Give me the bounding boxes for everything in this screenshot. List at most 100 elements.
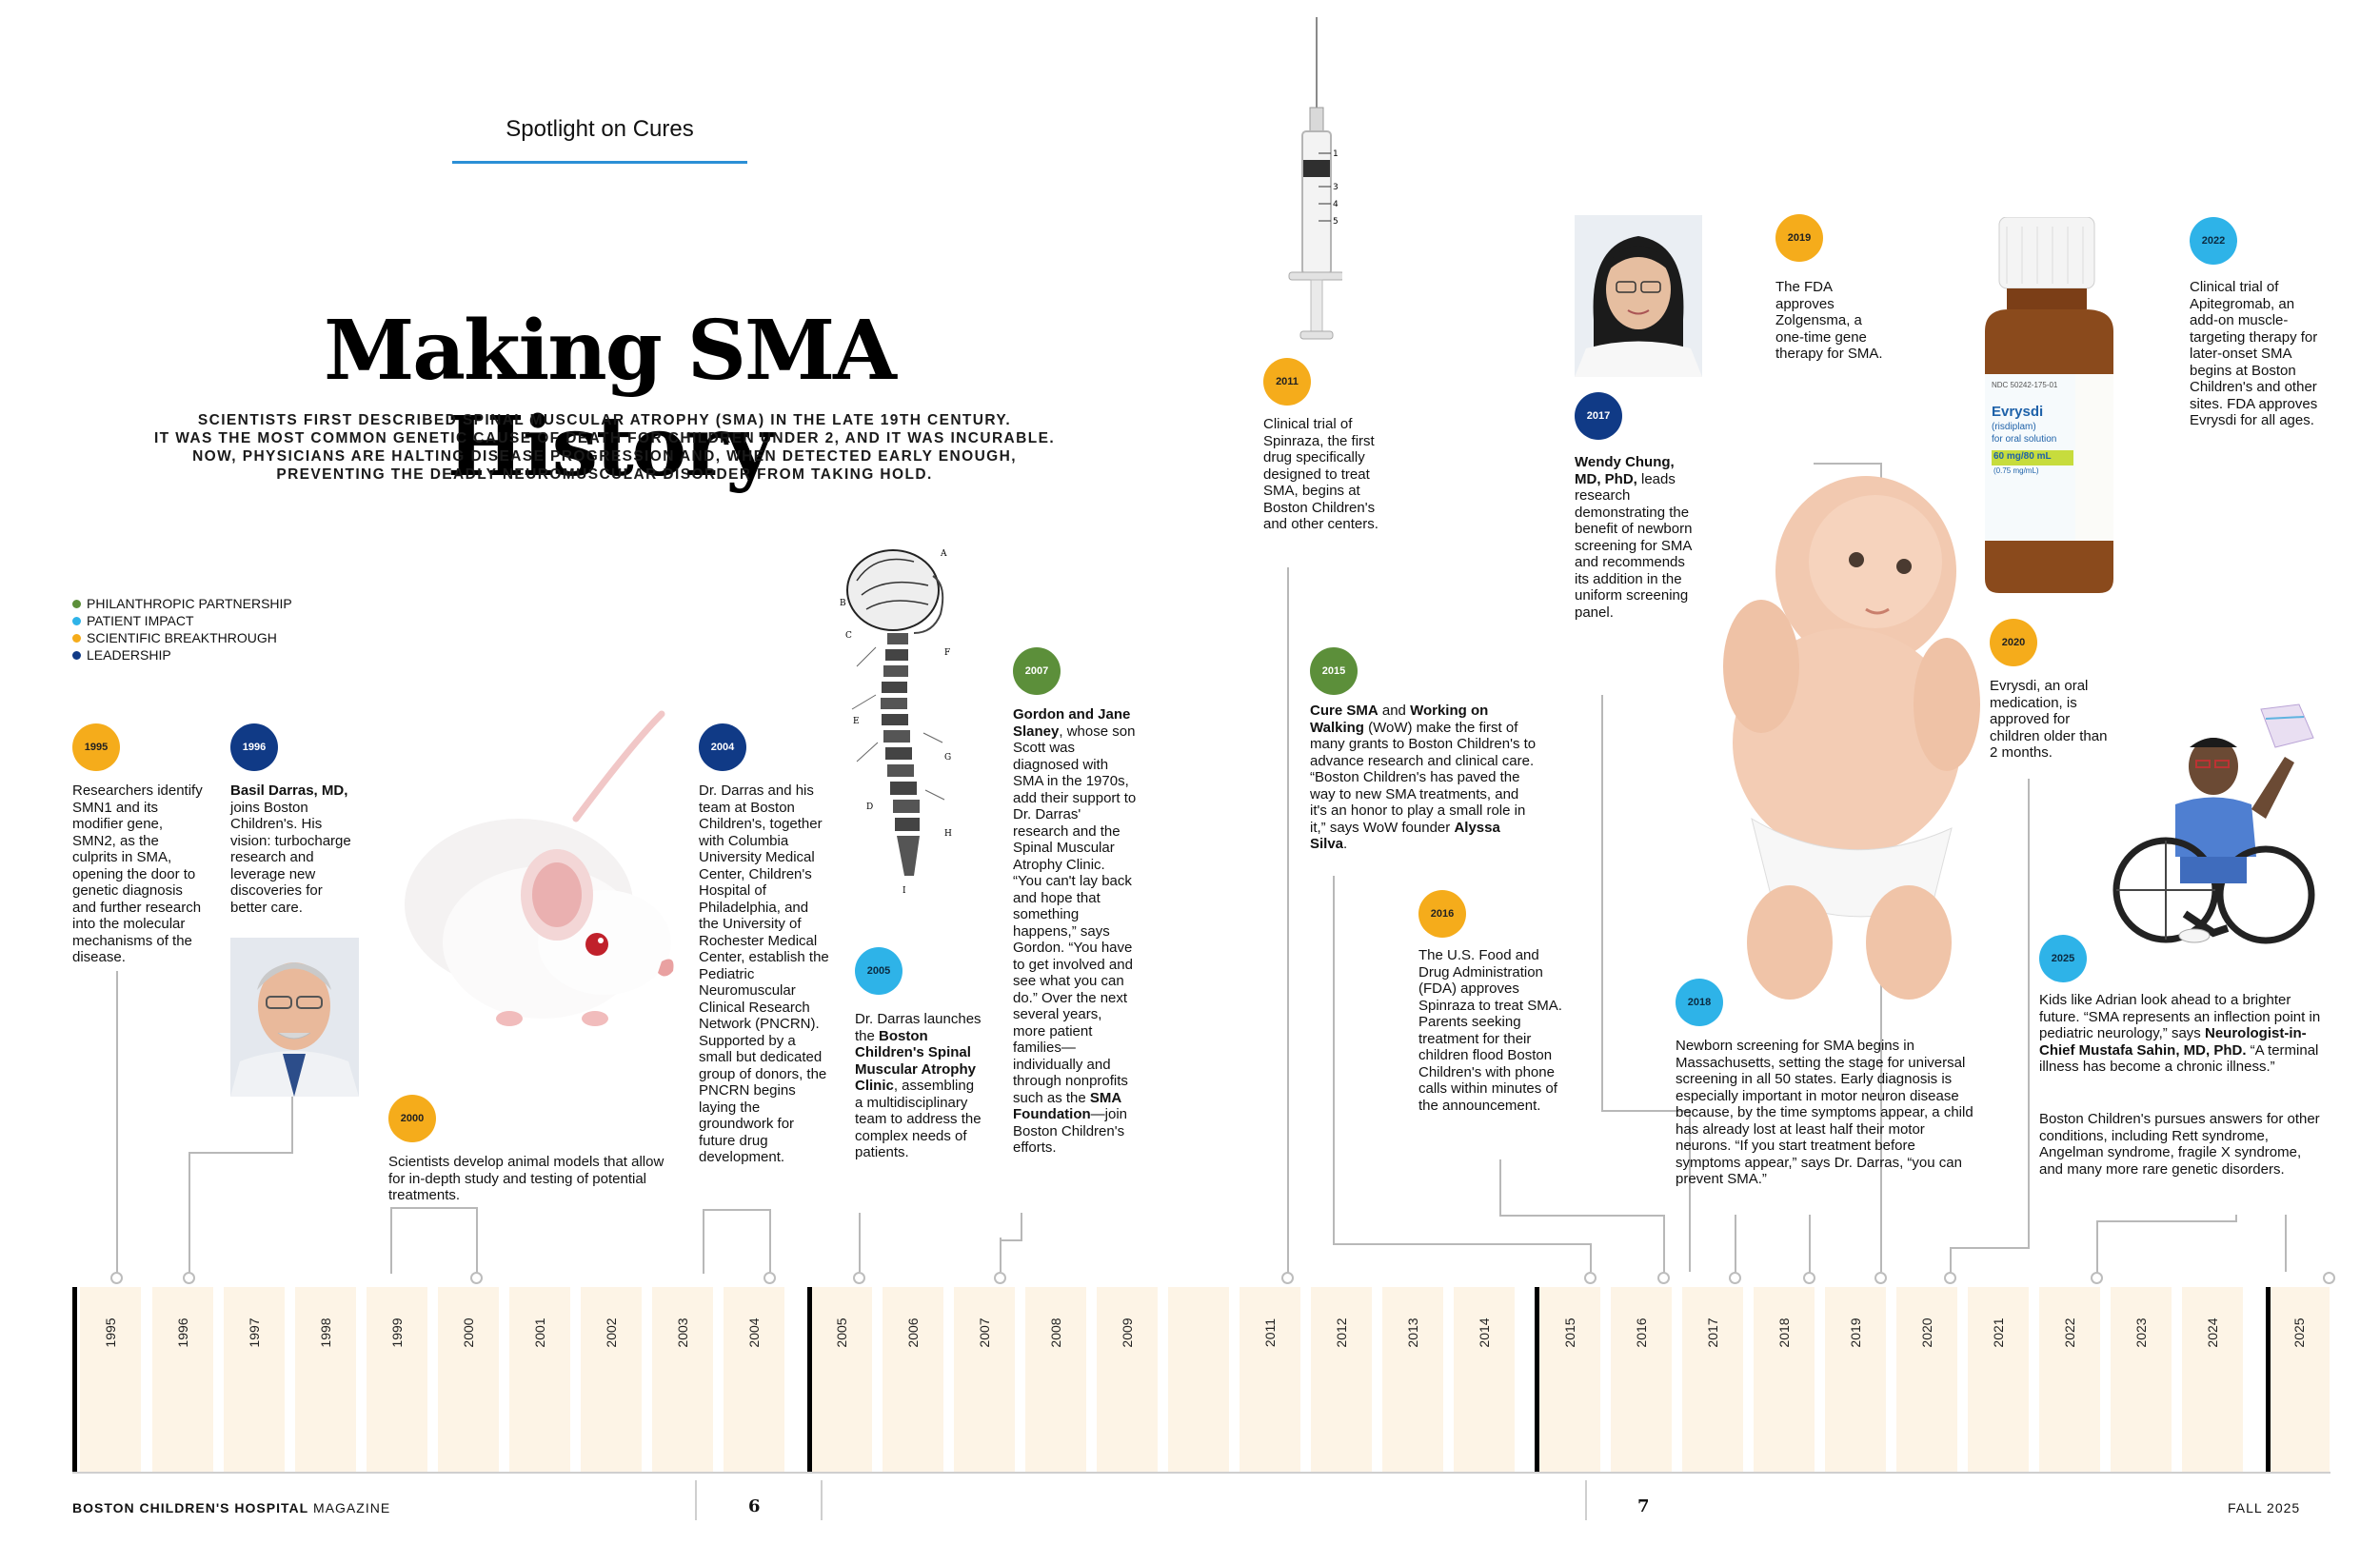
timeline-cell <box>2111 1287 2172 1472</box>
year-badge-1995: 1995 <box>72 723 120 771</box>
timeline-year-label: 1997 <box>245 1306 264 1363</box>
timeline-tick <box>2323 1272 2335 1284</box>
page-number-right: 7 <box>1637 1496 1650 1516</box>
connector-2016b <box>1663 1215 1665 1274</box>
legend-label: PATIENT IMPACT <box>87 613 194 628</box>
timeline-year-text: 2014 <box>1477 1317 1492 1348</box>
year-badge-2025: 2025 <box>2039 935 2087 982</box>
footer-rule-right <box>1585 1480 1587 1520</box>
timeline-year-label: 2020 <box>1917 1306 1936 1363</box>
timeline-year-text: 2013 <box>1405 1317 1420 1348</box>
timeline-year-label: 2018 <box>1775 1306 1794 1363</box>
intro-line4: PREVENTING THE DEADLY NEUROMUSCULAR DISO… <box>276 466 933 483</box>
year-badge-2007: 2007 <box>1013 647 1061 695</box>
timeline-year-text: 1998 <box>318 1317 333 1348</box>
event-text-2025-extra: Boston Children's pursues answers for ot… <box>2039 1111 2320 1178</box>
event-bold: Neurologist-in-Chief Mustafa Sahin, MD, … <box>2039 1025 2307 1059</box>
year-badge-2004: 2004 <box>699 723 746 771</box>
event-body-end: “A terminal illness has become a chronic… <box>2039 1041 2319 1076</box>
timeline-cell <box>295 1287 356 1472</box>
connector-2015 <box>1333 876 1592 1245</box>
timeline-year-text: 2023 <box>2133 1317 2149 1348</box>
intro-line1-pre: SCIENTISTS FIRST DESCRIBED <box>197 412 463 428</box>
timeline-year-text: 2021 <box>1991 1317 2006 1348</box>
timeline-year-label: 2013 <box>1403 1306 1422 1363</box>
timeline-year-label: 2011 <box>1260 1306 1279 1363</box>
legend-item-patient: PATIENT IMPACT <box>72 612 292 629</box>
timeline-year-text: 1996 <box>175 1317 190 1348</box>
intro-line1-bold: SPINAL MUSCULAR ATROPHY <box>462 412 711 428</box>
intro-line2: IT WAS THE MOST COMMON GENETIC CAUSE OF … <box>153 430 1056 446</box>
adrian-photo <box>2109 700 2328 947</box>
footer-issue: FALL 2025 <box>2228 1500 2301 1515</box>
connector-1996 <box>188 1152 293 1276</box>
event-text-2011: Clinical trial of Spinraza, the first dr… <box>1263 416 1378 532</box>
timeline-cell <box>1025 1287 1086 1472</box>
event-bold-3: Alyssa Silva <box>1310 819 1500 853</box>
timeline-year-label: 2004 <box>744 1306 764 1363</box>
timeline-cell <box>367 1287 427 1472</box>
event-text-2020: Evrysdi, an oral medication, is approved… <box>1990 678 2108 761</box>
timeline-year-text: 2015 <box>1562 1317 1577 1348</box>
timeline-cell <box>652 1287 713 1472</box>
event-text-2016: The U.S. Food and Drug Administration (F… <box>1418 947 1562 1114</box>
spine-label-e: E <box>853 717 860 726</box>
connector-2004b <box>769 1209 771 1272</box>
timeline-year-label: 2007 <box>975 1306 994 1363</box>
event-bold: Boston Children's Spinal Muscular Atroph… <box>855 1027 976 1095</box>
syringe-mark-4: 4 <box>1333 200 1339 209</box>
timeline-year-text: 2000 <box>461 1317 476 1348</box>
timeline-year-label <box>1189 1306 1208 1363</box>
timeline-cell <box>509 1287 570 1472</box>
timeline-tick <box>1729 1272 1741 1284</box>
connector-2018 <box>1809 1215 1811 1274</box>
legend-item-leadership: LEADERSHIP <box>72 646 292 664</box>
timeline-decade-divider <box>72 1287 77 1472</box>
event-bold: Cure SMA <box>1310 703 1378 719</box>
legend-dot <box>72 616 81 625</box>
timeline-year-text: 2006 <box>905 1317 921 1348</box>
timeline-year-label: 1996 <box>173 1306 192 1363</box>
intro-line3: NOW, PHYSICIANS ARE HALTING DISEASE PROG… <box>192 448 1017 465</box>
spine-label-f: F <box>944 648 950 658</box>
timeline-cell <box>1896 1287 1957 1472</box>
page-number-left: 6 <box>748 1496 761 1516</box>
timeline-year-label: 2005 <box>832 1306 851 1363</box>
year-badge-2015: 2015 <box>1310 647 1358 695</box>
timeline-cell <box>1968 1287 2029 1472</box>
timeline-year-text: 2025 <box>2291 1317 2307 1348</box>
timeline-cell <box>581 1287 642 1472</box>
connector-2019 <box>1814 463 1880 466</box>
spine-label-i: I <box>902 886 906 896</box>
timeline-year-label: 2003 <box>673 1306 692 1363</box>
timeline-tick <box>1657 1272 1670 1284</box>
timeline-cell <box>1168 1287 1229 1472</box>
event-body-end: —join Boston Children's efforts. <box>1013 1106 1128 1156</box>
intro-line1-post: (SMA) IN THE LATE 19TH CENTURY. <box>710 412 1012 428</box>
event-text-2025: Kids like Adrian look ahead to a brighte… <box>2039 992 2325 1076</box>
year-badge-2000: 2000 <box>388 1095 436 1142</box>
spine-label-b: B <box>840 599 846 608</box>
legend-dot <box>72 599 81 608</box>
connector-2020b <box>1950 1247 1952 1274</box>
legend-dot <box>72 633 81 643</box>
timeline-year-label: 2006 <box>903 1306 922 1363</box>
connector-1996b <box>291 1085 293 1154</box>
portrait-wendy-chung <box>1575 215 1702 377</box>
timeline-cell <box>811 1287 872 1472</box>
timeline-year-label: 2008 <box>1046 1306 1065 1363</box>
timeline-cell <box>954 1287 1015 1472</box>
spine-label-h: H <box>944 829 952 839</box>
connector-2005 <box>859 1213 861 1272</box>
timeline-decade-divider <box>2266 1287 2271 1472</box>
page-title: Making SMA History <box>324 303 897 495</box>
evrysdi-bottle: NDC 50242-175-01 Evrysdi (risdiplam) for… <box>1980 216 2118 593</box>
bottle-ndc: NDC 50242-175-01 <box>1992 381 2058 389</box>
timeline-year-text: 2002 <box>604 1317 619 1348</box>
event-body-2: (WoW) make the first of many grants to B… <box>1310 719 1537 836</box>
year-badge-2019: 2019 <box>1775 214 1823 262</box>
timeline-year-label: 2024 <box>2203 1306 2222 1363</box>
legend-label: LEADERSHIP <box>87 647 171 663</box>
timeline-year-text: 2016 <box>1634 1317 1649 1348</box>
timeline-year-label: 2012 <box>1332 1306 1351 1363</box>
